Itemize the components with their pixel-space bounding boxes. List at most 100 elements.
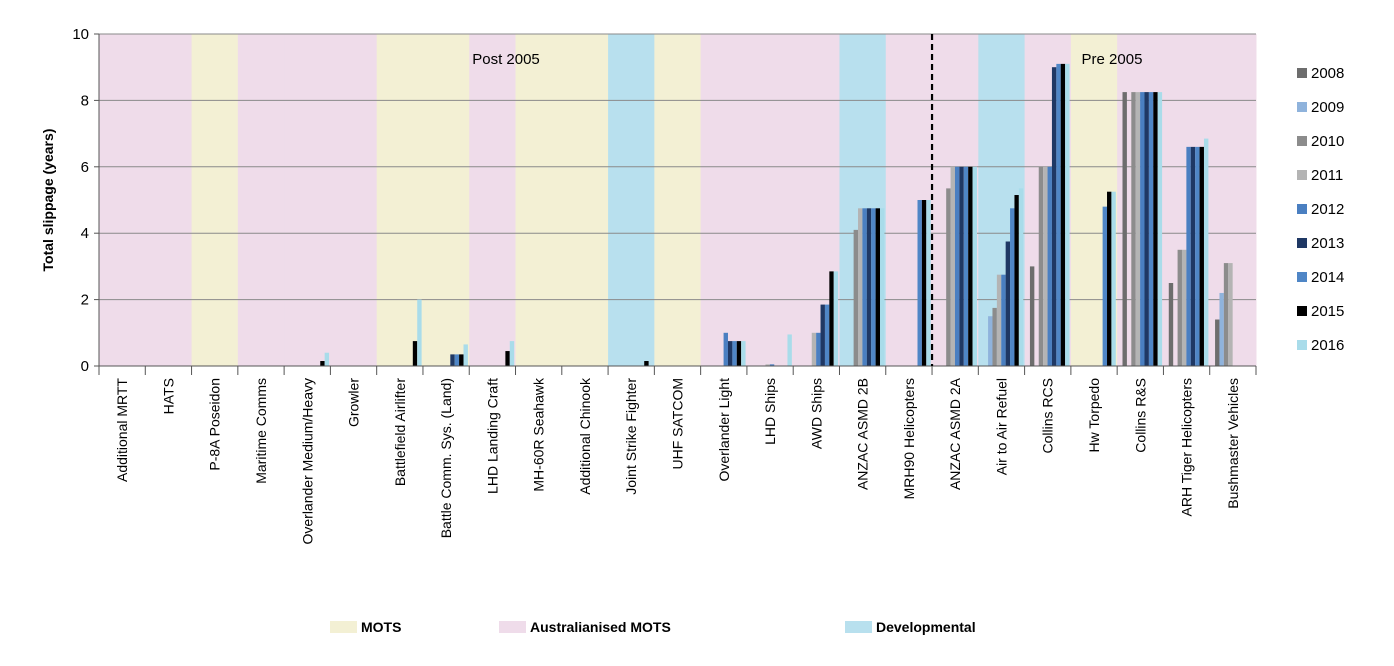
background-legend: MOTS Australianised MOTS Developmental (330, 619, 976, 635)
post-2005-label: Post 2005 (472, 51, 540, 68)
legend-label-2011: 2011 (1311, 167, 1343, 184)
bar-2012 (862, 208, 867, 366)
bg-legend-swatch (845, 621, 872, 633)
category-band (561, 34, 609, 366)
category-label: Collins RCS (1040, 378, 1056, 453)
category-label: Battle Comm. Sys. (Land) (438, 378, 454, 538)
bar-2012 (816, 332, 821, 366)
bar-2015 (1060, 63, 1066, 366)
bar-2010 (1131, 92, 1136, 366)
bar-2010 (1177, 249, 1182, 366)
bar-2014 (1195, 146, 1200, 366)
category-label: Bushmaster Vehicles (1225, 378, 1241, 509)
category-band (237, 34, 285, 366)
bar-2014 (963, 166, 969, 366)
category-band (608, 34, 655, 366)
category-label: Battlefield Airlifter (392, 378, 408, 486)
legend-swatch-2012 (1297, 204, 1307, 214)
category-label: LHD Landing Craft (484, 378, 500, 494)
legend-swatch-2014 (1297, 272, 1307, 282)
y-tick-label: 6 (81, 159, 89, 176)
category-label: Hw Torpedo (1086, 378, 1102, 453)
category-label: LHD Ships (762, 378, 778, 445)
category-band (376, 34, 424, 366)
bar-2013 (820, 304, 825, 366)
bar-2015 (1014, 195, 1019, 366)
bar-2012 (1047, 166, 1052, 366)
bar-2016 (833, 271, 839, 366)
bar-2012 (723, 332, 728, 366)
legend-swatch-2016 (1297, 340, 1307, 350)
bar-2011 (1181, 249, 1187, 366)
series-legend: 2008 2009 2010 2011 2012 2013 2014 2015 2016 (1297, 65, 1344, 354)
category-band (469, 34, 517, 366)
bar-2015 (1153, 92, 1158, 366)
category-label: Additional MRTT (114, 378, 130, 482)
bar-2011 (996, 274, 1002, 366)
legend-label-2014: 2014 (1311, 269, 1344, 286)
category-label: Growler (346, 378, 362, 427)
bar-2011 (1228, 263, 1233, 366)
bar-2015 (1107, 191, 1112, 366)
category-label: MH-60R Seahawk (531, 377, 547, 492)
axes: 0 2 4 6 8 10 (72, 26, 1257, 375)
y-tick-label: 10 (72, 26, 89, 43)
bar-2014 (1056, 63, 1061, 366)
legend-label-2010: 2010 (1311, 133, 1344, 150)
bar-2011 (811, 332, 817, 366)
category-label: ANZAC ASMD 2B (855, 378, 871, 490)
bar-2012 (1140, 92, 1145, 366)
category-band (746, 34, 794, 366)
bar-2012 (954, 166, 960, 366)
bar-series (320, 63, 1233, 366)
bar-2010 (992, 307, 997, 366)
bar-2014 (1102, 206, 1108, 366)
bar-2016 (880, 208, 885, 366)
bar-2013 (959, 166, 964, 366)
bar-2014 (1148, 92, 1154, 366)
bar-2011 (1135, 92, 1141, 366)
bar-2008 (1029, 266, 1035, 366)
bar-2015 (1199, 146, 1204, 366)
y-tick-label: 0 (81, 358, 89, 375)
category-label: MRH90 Helicopters (901, 378, 917, 499)
legend-label-2015: 2015 (1311, 303, 1344, 320)
bar-2010 (946, 188, 951, 366)
bar-2014 (871, 208, 876, 366)
legend-swatch-2009 (1297, 102, 1307, 112)
bar-2008 (1215, 319, 1220, 366)
legend-swatch-2015 (1297, 306, 1307, 316)
bar-2016 (1111, 191, 1116, 366)
category-label: Joint Strike Fighter (623, 378, 639, 495)
category-band (422, 34, 470, 366)
bar-2013 (450, 354, 455, 366)
bg-legend-label: MOTS (361, 619, 401, 635)
bar-2015 (736, 341, 742, 366)
bar-2015 (459, 354, 464, 366)
bar-2013 (1190, 146, 1196, 366)
legend-label-2008: 2008 (1311, 65, 1344, 82)
bar-2014 (917, 200, 922, 366)
category-band (654, 34, 702, 366)
bar-2016 (1018, 188, 1024, 366)
category-band (1209, 34, 1257, 366)
bar-2016 (1157, 92, 1163, 366)
category-label: Air to Air Refuel (993, 378, 1009, 475)
category-band (191, 34, 239, 366)
y-tick-label: 4 (81, 225, 89, 242)
bar-2008 (1168, 283, 1174, 366)
bar-2015 (829, 271, 834, 366)
bar-2013 (727, 341, 733, 366)
bar-2014 (454, 354, 460, 366)
bar-2016 (741, 341, 746, 366)
legend-label-2013: 2013 (1311, 235, 1344, 252)
category-label: ARH Tiger Helicopters (1179, 378, 1195, 517)
category-band (700, 34, 748, 366)
category-background-bands (99, 34, 1257, 366)
bar-2010 (1038, 166, 1044, 366)
bar-2011 (765, 364, 770, 366)
bar-2012 (1186, 146, 1191, 366)
category-label: Overlander Medium/Heavy (299, 378, 315, 545)
bar-2015 (644, 361, 649, 366)
category-band (284, 34, 331, 366)
